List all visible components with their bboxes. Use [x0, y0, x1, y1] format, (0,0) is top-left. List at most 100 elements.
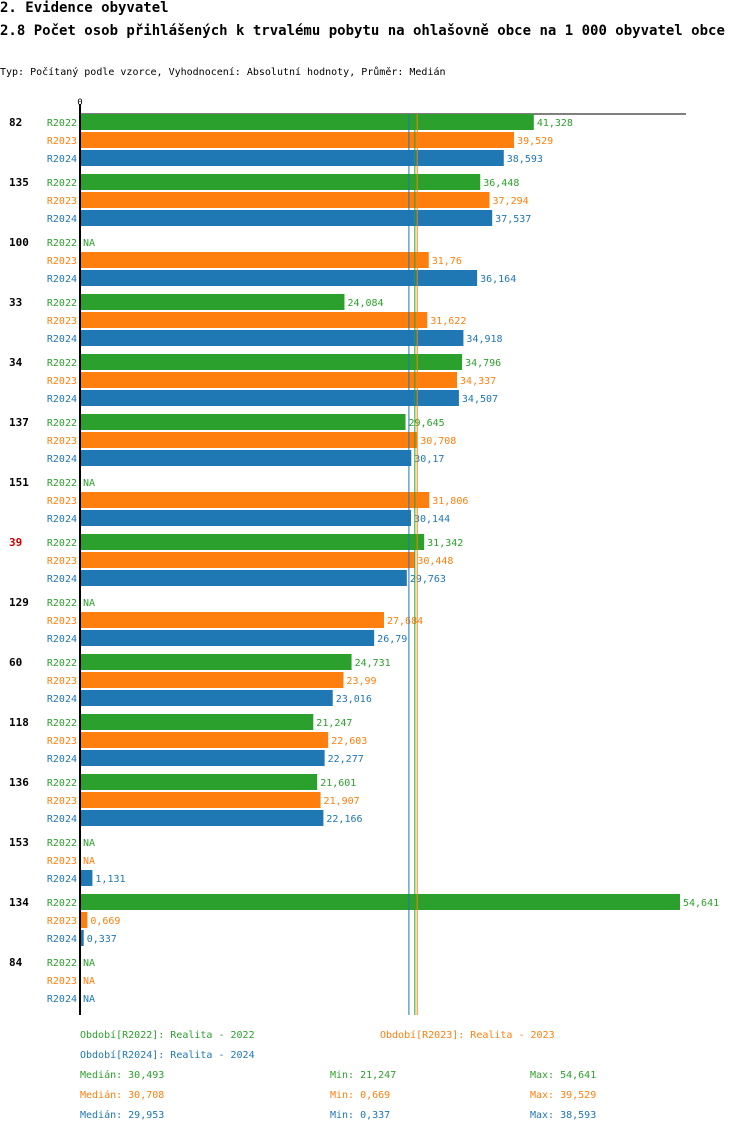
series-label: R2022: [47, 718, 77, 729]
chart-subtitle: Typ: Počítaný podle vzorce, Vyhodnocení:…: [0, 67, 446, 78]
bar: [80, 210, 493, 226]
series-label: R2024: [47, 634, 77, 645]
data-label: NA: [83, 478, 95, 489]
stat-min-r2023: Min: 0,669: [330, 1090, 391, 1101]
stat-max-r2022: Max: 54,641: [530, 1070, 597, 1081]
series-label: R2023: [47, 316, 77, 327]
data-label: 34,507: [462, 394, 498, 405]
series-label: R2023: [47, 256, 77, 267]
category-label: 84: [9, 956, 23, 969]
data-label: 54,641: [683, 898, 719, 909]
stat-median-r2022: Medián: 30,493: [80, 1070, 165, 1081]
category-label: 153: [9, 836, 29, 849]
data-label: 24,084: [347, 298, 383, 309]
series-label: R2022: [47, 778, 77, 789]
section-title: 2. Evidence obyvatel: [0, 0, 169, 16]
data-label: 23,016: [336, 694, 372, 705]
category-label: 136: [9, 776, 29, 789]
category-label: 39: [9, 536, 22, 549]
series-label: R2023: [47, 436, 77, 447]
series-label: R2024: [47, 814, 77, 825]
series-label: R2024: [47, 334, 77, 345]
data-label: 37,537: [495, 214, 531, 225]
series-label: R2024: [47, 454, 77, 465]
bar: [80, 894, 680, 910]
series-label: R2024: [47, 694, 77, 705]
category-label: 100: [9, 236, 29, 249]
data-label: 34,918: [466, 334, 502, 345]
data-label: NA: [83, 856, 95, 867]
bar: [80, 270, 478, 286]
legend-r2023: Období[R2023]: Realita - 2023: [380, 1030, 555, 1041]
series-label: R2023: [47, 916, 77, 927]
data-label: 37,294: [493, 196, 529, 207]
bar: [80, 570, 407, 586]
stat-median-r2023: Medián: 30,708: [80, 1090, 165, 1101]
data-label: NA: [83, 976, 95, 987]
data-label: 21,247: [316, 718, 352, 729]
bar: [80, 774, 318, 790]
category-label: 60: [9, 656, 22, 669]
series-label: R2022: [47, 298, 77, 309]
bar: [80, 294, 345, 310]
bar: [80, 450, 412, 466]
data-label: 22,277: [328, 754, 364, 765]
bar: [80, 552, 415, 568]
chart-title: 2.8 Počet osob přihlášených k trvalému p…: [0, 23, 725, 39]
bar-chart: 0 82 R2022 41,328 R2023 39,529 R2024 38,593 135 R…: [9, 98, 719, 1015]
data-label: 34,337: [460, 376, 496, 387]
bar: [80, 174, 481, 190]
data-label: 30,144: [414, 514, 450, 525]
series-label: R2022: [47, 898, 77, 909]
data-label: NA: [83, 238, 95, 249]
data-label: NA: [83, 994, 95, 1005]
series-label: R2022: [47, 478, 77, 489]
series-label: R2022: [47, 958, 77, 969]
data-label: 22,166: [326, 814, 362, 825]
bar: [80, 930, 84, 946]
bar: [80, 630, 375, 646]
series-label: R2023: [47, 676, 77, 687]
series-label: R2023: [47, 976, 77, 987]
bar: [80, 114, 534, 130]
data-label: 36,164: [480, 274, 516, 285]
data-label: 31,76: [432, 256, 462, 267]
data-label: 26,79: [377, 634, 407, 645]
bar: [80, 714, 314, 730]
data-label: NA: [83, 598, 95, 609]
bar: [80, 870, 93, 886]
series-label: R2023: [47, 556, 77, 567]
bar: [80, 654, 352, 670]
series-label: R2024: [47, 934, 77, 945]
bar: [80, 690, 333, 706]
stat-min-r2024: Min: 0,337: [330, 1110, 391, 1121]
bar: [80, 510, 412, 526]
stat-min-r2022: Min: 21,247: [330, 1070, 397, 1081]
series-label: R2024: [47, 754, 77, 765]
data-label: 38,593: [507, 154, 543, 165]
series-label: R2022: [47, 418, 77, 429]
series-label: R2024: [47, 214, 77, 225]
bar: [80, 192, 490, 208]
data-label: 23,99: [346, 676, 376, 687]
category-label: 129: [9, 596, 29, 609]
series-label: R2024: [47, 394, 77, 405]
bar: [80, 312, 428, 328]
data-label: 31,622: [430, 316, 466, 327]
category-label: 134: [9, 896, 29, 909]
series-label: R2023: [47, 136, 77, 147]
data-label: 31,342: [427, 538, 463, 549]
category-label: 118: [9, 716, 29, 729]
category-label: 135: [9, 176, 29, 189]
bar: [80, 252, 429, 268]
data-label: 0,669: [90, 916, 120, 927]
bar: [80, 432, 418, 448]
data-label: 39,529: [517, 136, 553, 147]
series-label: R2024: [47, 574, 77, 585]
series-label: R2022: [47, 598, 77, 609]
series-label: R2024: [47, 274, 77, 285]
series-label: R2023: [47, 496, 77, 507]
data-label: 0,337: [87, 934, 117, 945]
bar: [80, 792, 321, 808]
data-label: 22,603: [331, 736, 367, 747]
